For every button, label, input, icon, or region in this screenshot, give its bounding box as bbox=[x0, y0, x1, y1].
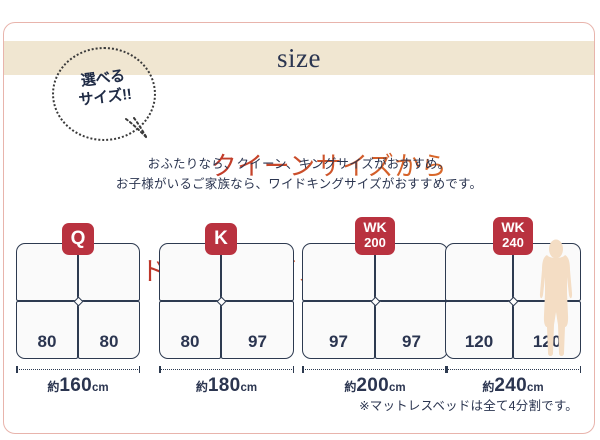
bed-cell-width: 120 bbox=[532, 332, 562, 351]
measure-end-cap bbox=[302, 366, 304, 373]
bed-grid: 80 97 bbox=[159, 243, 294, 359]
measure-line bbox=[302, 369, 448, 371]
measure-end-cap bbox=[16, 366, 18, 373]
subtitle-line-2: お子様がいるご家族なら、ワイドキングサイズがおすすめです。 bbox=[115, 177, 483, 191]
measure-prefix: 約 bbox=[482, 380, 495, 394]
bed-cell-width: 80 bbox=[37, 332, 57, 351]
promo-bubble: 選べる サイズ!! bbox=[52, 47, 156, 141]
bed-cell: 97 bbox=[302, 301, 375, 359]
bed-total-width-label: 約240cm bbox=[445, 375, 581, 397]
measure-line bbox=[159, 369, 294, 371]
footnote: ※マットレスベッドは全て4分割です。 bbox=[359, 399, 578, 413]
bed-cell-width: 120 bbox=[464, 332, 494, 351]
measure-line bbox=[16, 369, 140, 371]
section-title: size bbox=[277, 43, 321, 73]
bed-size-diagrams: Q 80 80 約160cm K 80 97 約180cm WK 200 97 97 約200cm WK 2… bbox=[4, 215, 594, 415]
bed-total-width-label: 約180cm bbox=[159, 375, 294, 397]
measure-value: 180 bbox=[207, 375, 241, 396]
measure-unit: cm bbox=[92, 382, 109, 394]
bed-cell: 97 bbox=[221, 301, 294, 359]
promo-bubble-tail-icon bbox=[124, 117, 150, 141]
bed-cell-width: 97 bbox=[329, 332, 348, 351]
measure-prefix: 約 bbox=[47, 380, 60, 394]
measure-end-cap bbox=[445, 366, 447, 373]
bed-grid: 80 80 bbox=[16, 243, 140, 359]
bed-cell: 80 bbox=[159, 301, 221, 359]
badge-label: WK bbox=[363, 219, 387, 235]
bed-total-width-label: 約200cm bbox=[302, 375, 448, 397]
bed-cell-width: 97 bbox=[402, 332, 421, 351]
content-frame: size クイーンサイズから ワイドキングサイズ240までご用意! おふたりなら… bbox=[3, 22, 595, 434]
bed-cell: 120 bbox=[445, 301, 513, 359]
bed-grid: 97 97 bbox=[302, 243, 448, 359]
bed-cell: 80 bbox=[16, 301, 78, 359]
bed-cell: 97 bbox=[375, 301, 448, 359]
measure-unit: cm bbox=[527, 382, 544, 394]
measure-unit: cm bbox=[389, 382, 406, 394]
bed-cell-width: 80 bbox=[180, 332, 200, 351]
measure-end-cap bbox=[292, 366, 294, 373]
measure-value: 160 bbox=[59, 375, 92, 396]
measure-end-cap bbox=[138, 366, 140, 373]
measure-unit: cm bbox=[240, 382, 258, 394]
measure-prefix: 約 bbox=[344, 380, 357, 394]
bed-cell: 120 bbox=[513, 301, 581, 359]
bed-grid: 120 120 bbox=[445, 239, 581, 359]
bed-size-badge: Q bbox=[62, 223, 94, 255]
bed-size-badge: WK 240 bbox=[493, 217, 533, 255]
subtitle: おふたりなら、クイーン、キングサイズがおすすめ。 お子様がいるご家族なら、ワイド… bbox=[4, 154, 594, 194]
bed-cell: 80 bbox=[78, 301, 140, 359]
badge-sublabel: 200 bbox=[364, 235, 386, 250]
bed-size-badge: WK 200 bbox=[355, 217, 395, 255]
bed-cell-width: 80 bbox=[99, 332, 119, 351]
measure-line bbox=[445, 369, 581, 371]
badge-sublabel: 240 bbox=[502, 235, 524, 250]
bed-total-width-label: 約160cm bbox=[16, 375, 140, 397]
measure-value: 240 bbox=[494, 375, 527, 396]
measure-end-cap bbox=[159, 366, 161, 373]
measure-value: 200 bbox=[356, 375, 389, 396]
promo-bubble-circle bbox=[52, 47, 156, 141]
measure-end-cap bbox=[579, 366, 581, 373]
measure-prefix: 約 bbox=[195, 380, 208, 394]
badge-label: WK bbox=[501, 219, 525, 235]
subtitle-line-1: おふたりなら、クイーン、キングサイズがおすすめ。 bbox=[147, 157, 451, 171]
bed-cell-width: 97 bbox=[248, 332, 267, 351]
bed-size-badge: K bbox=[205, 223, 237, 255]
